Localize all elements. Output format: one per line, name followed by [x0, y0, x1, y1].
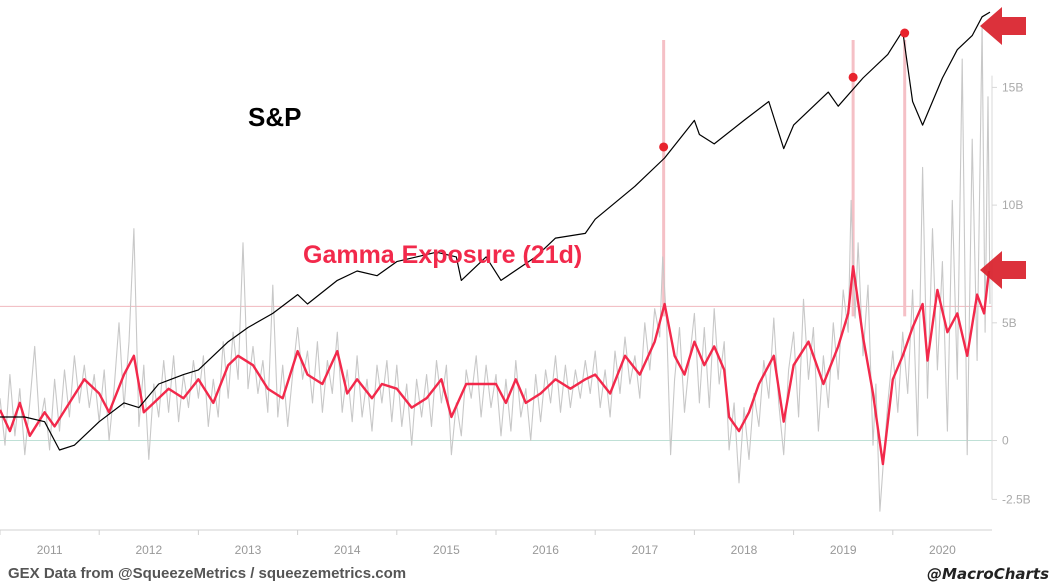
x-tick-label: 2020 [929, 543, 956, 557]
axis-layer: 2011 2012 2013 2014 2015 2016 2017 2018 2019 2020… [0, 75, 1031, 557]
credit-label: @MacroCharts [927, 565, 1049, 583]
x-tick-label: 2011 [37, 543, 63, 557]
series-line-gamma [0, 265, 991, 466]
y-tick-label: 10B [1002, 198, 1023, 212]
series-line-sp [0, 11, 991, 451]
x-tick-label: 2016 [532, 543, 559, 557]
y-tick-label: 0 [1002, 434, 1009, 448]
peak-dot [848, 72, 858, 82]
peak-dot [900, 28, 910, 38]
x-tick-label: 2015 [433, 543, 460, 557]
x-tick-label: 2014 [334, 543, 361, 557]
grid-layer [0, 305, 992, 442]
sp-label: S&P [248, 102, 301, 132]
x-tick-label: 2017 [631, 543, 658, 557]
x-tick-label: 2019 [830, 543, 857, 557]
x-tick-label: 2012 [135, 543, 162, 557]
y-tick-label: 15B [1002, 80, 1023, 94]
y-tick-label: 5B [1002, 316, 1017, 330]
pointer-arrow [980, 7, 1026, 45]
source-label: GEX Data from @SqueezeMetrics / squeezem… [8, 565, 407, 582]
series-line-raw-gamma [0, 25, 991, 512]
x-tick-label: 2018 [731, 543, 758, 557]
gamma-label: Gamma Exposure (21d) [303, 241, 582, 269]
x-tick-label: 2013 [235, 543, 262, 557]
y-tick-label: -2.5B [1002, 492, 1031, 506]
marker-layer [659, 7, 1026, 289]
pointer-arrow [980, 251, 1026, 289]
highlight-layer [662, 40, 907, 317]
series-layer [0, 11, 991, 512]
peak-dot [659, 142, 669, 152]
